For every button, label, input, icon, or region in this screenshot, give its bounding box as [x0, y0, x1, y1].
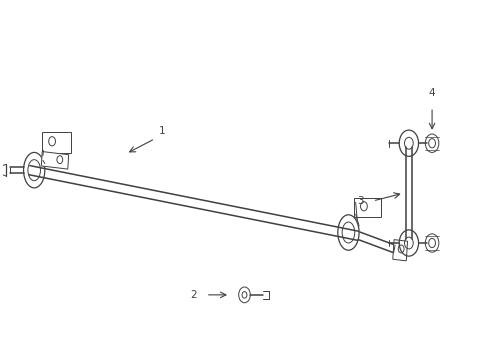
- Text: 1: 1: [159, 126, 165, 136]
- Text: 2: 2: [190, 290, 197, 300]
- Bar: [41, 152, 68, 169]
- Bar: [392, 240, 407, 261]
- Bar: [354, 198, 380, 217]
- Text: 4: 4: [428, 88, 434, 98]
- Text: 3: 3: [356, 196, 363, 206]
- Bar: [42, 132, 71, 153]
